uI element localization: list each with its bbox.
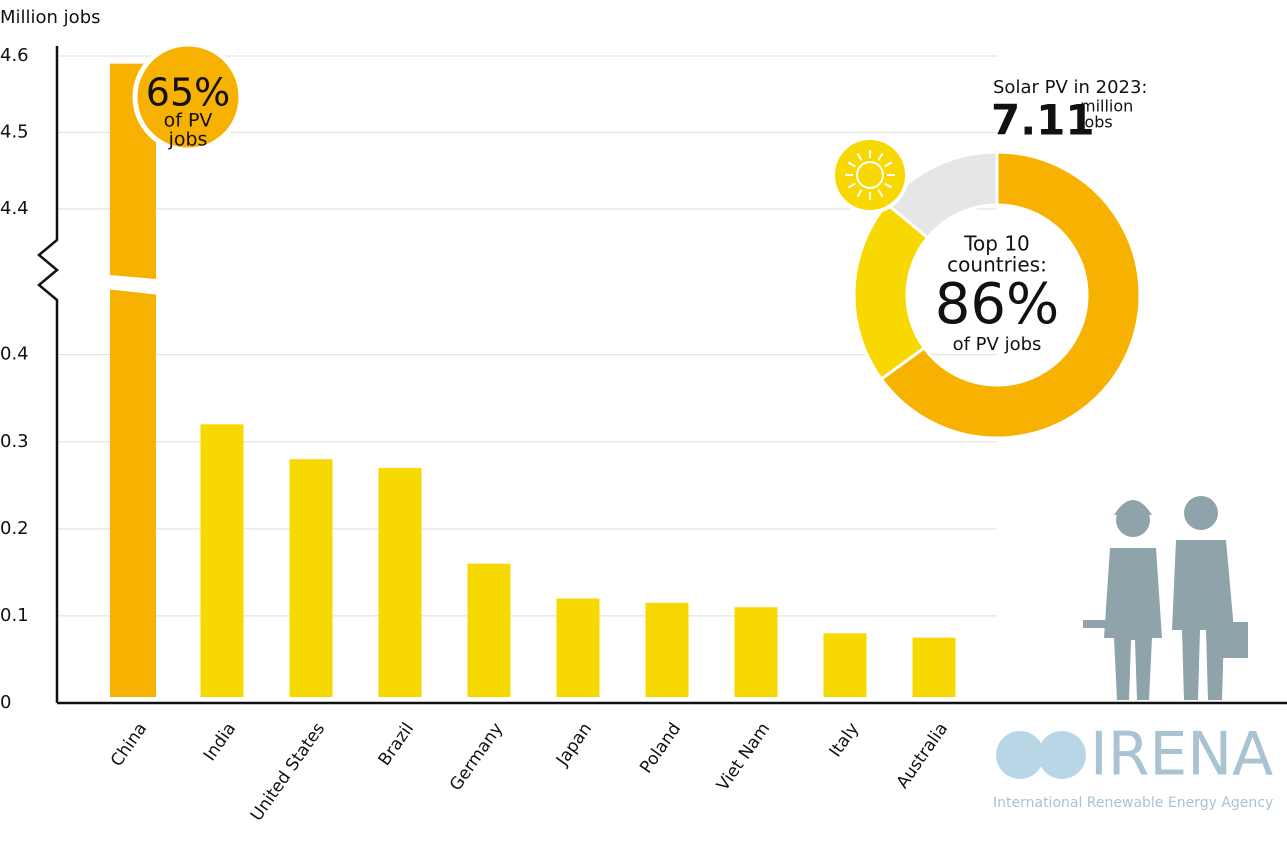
sun-ray <box>856 189 863 198</box>
donut-center-title: countries: <box>947 253 1047 277</box>
sun-ray <box>884 161 893 168</box>
x-tick-label: Italy <box>826 719 864 761</box>
share-caption: of PV <box>164 110 213 132</box>
x-tick-label: China <box>107 719 151 770</box>
sun-ray <box>856 152 863 161</box>
y-tick-label: 4.6 <box>0 45 29 66</box>
logo-globe <box>1038 731 1086 779</box>
bar <box>556 598 600 697</box>
sun-core <box>856 161 884 189</box>
x-tick-label: Australia <box>893 719 953 792</box>
y-tick-label: 0.4 <box>0 344 29 365</box>
donut-center-value: 86% <box>935 272 1059 337</box>
sun-ray <box>877 189 884 198</box>
donut-segment <box>884 150 999 240</box>
y-tick-label: 0.2 <box>0 518 29 539</box>
sun-ray <box>847 182 856 189</box>
donut-total-unit: jobs <box>1079 113 1113 132</box>
x-tick-label: Poland <box>636 719 685 777</box>
sun-ray <box>884 182 893 189</box>
bar <box>467 563 511 697</box>
y-axis <box>37 46 59 703</box>
logo-subtitle: International Renewable Energy Agency <box>993 795 1273 811</box>
logo-globe <box>996 731 1044 779</box>
x-tick-label: Japan <box>552 719 596 770</box>
y-tick-label: 0 <box>0 692 11 713</box>
workers-illustration <box>1083 496 1248 700</box>
bar <box>912 637 956 697</box>
sun-badge <box>831 136 909 214</box>
logo: IRENA International Renewable Energy Age… <box>993 720 1273 811</box>
donut-segment <box>879 150 1142 440</box>
bar <box>734 607 778 697</box>
donut-total: 7.11 <box>991 96 1095 145</box>
sun-ray <box>877 152 884 161</box>
donut-center-caption: of PV jobs <box>953 334 1042 355</box>
y-tick-label: 4.5 <box>0 121 29 142</box>
bar <box>200 424 244 697</box>
donut-total-unit: million <box>1080 97 1133 116</box>
x-tick-label: Germany <box>446 719 507 794</box>
bar <box>823 633 867 697</box>
donut-title: Solar PV in 2023: <box>993 77 1148 98</box>
y-tick-label: 0.3 <box>0 431 29 452</box>
donut-center-title: Top 10 <box>963 232 1030 256</box>
share-caption: jobs <box>168 129 208 151</box>
x-tick-label: United States <box>247 719 329 825</box>
y-tick-label: 4.4 <box>0 198 29 219</box>
x-tick-label: India <box>200 719 240 765</box>
x-tick-label: Brazil <box>375 719 419 769</box>
axis-break-gap <box>87 273 179 297</box>
share-badge <box>132 41 244 153</box>
sun-icon <box>831 136 909 214</box>
bar <box>378 467 422 697</box>
bar <box>289 459 333 697</box>
y-axis-label: Million jobs <box>0 7 101 28</box>
logo-name: IRENA <box>1090 720 1273 790</box>
bar <box>110 63 156 697</box>
x-tick-label: Viet Nam <box>713 719 774 795</box>
sun-ray <box>847 161 856 168</box>
share-label: 65% <box>146 71 230 115</box>
bar <box>645 602 689 697</box>
y-tick-label: 0.1 <box>0 605 29 626</box>
